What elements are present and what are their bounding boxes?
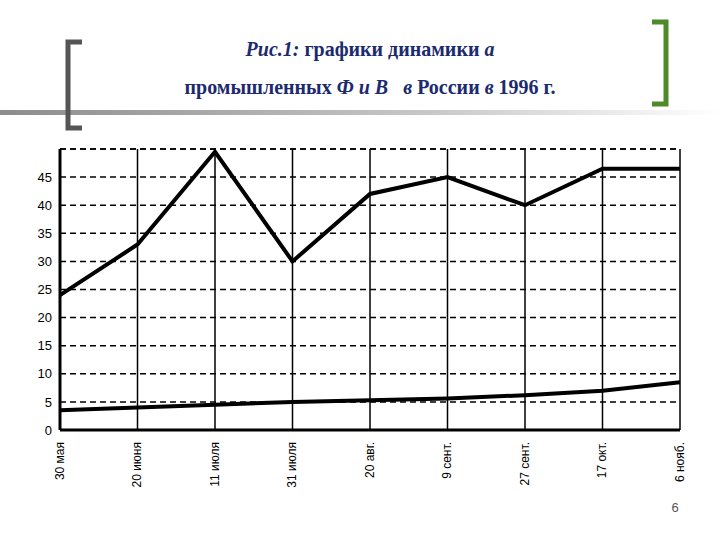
svg-text:30: 30 [38, 254, 52, 269]
html-text:Рис.1: графики динамики а: Рис.1: графики динамики а [245, 38, 495, 60]
html-text:промышленных Ф и В: промышленных Ф и В [184, 76, 389, 98]
svg-text:0: 0 [45, 423, 52, 438]
svg-text:10: 10 [38, 366, 52, 381]
svg-text:5: 5 [45, 395, 52, 410]
svg-text:11 июля: 11 июля [208, 442, 222, 487]
svg-text:15: 15 [38, 338, 52, 353]
svg-text:35: 35 [38, 226, 52, 241]
html-text:6: 6 [671, 500, 679, 515]
svg-text:6 нояб.: 6 нояб. [673, 442, 687, 482]
svg-text:25: 25 [38, 282, 52, 297]
svg-text:20: 20 [38, 310, 52, 325]
svg-text:27 сент.: 27 сент. [518, 442, 532, 485]
html-text:в России в 1996 г.: в России в 1996 г. [403, 76, 556, 98]
svg-text:17 окт.: 17 окт. [595, 442, 609, 478]
svg-text:20 авг.: 20 авг. [363, 442, 377, 478]
svg-text:40: 40 [38, 198, 52, 213]
svg-text:30 мая: 30 мая [53, 442, 67, 480]
svg-text:9 сент.: 9 сент. [440, 442, 454, 479]
svg-text:45: 45 [38, 170, 52, 185]
svg-text:31 июля: 31 июля [285, 442, 299, 488]
svg-text:20 июня: 20 июня [130, 442, 144, 488]
